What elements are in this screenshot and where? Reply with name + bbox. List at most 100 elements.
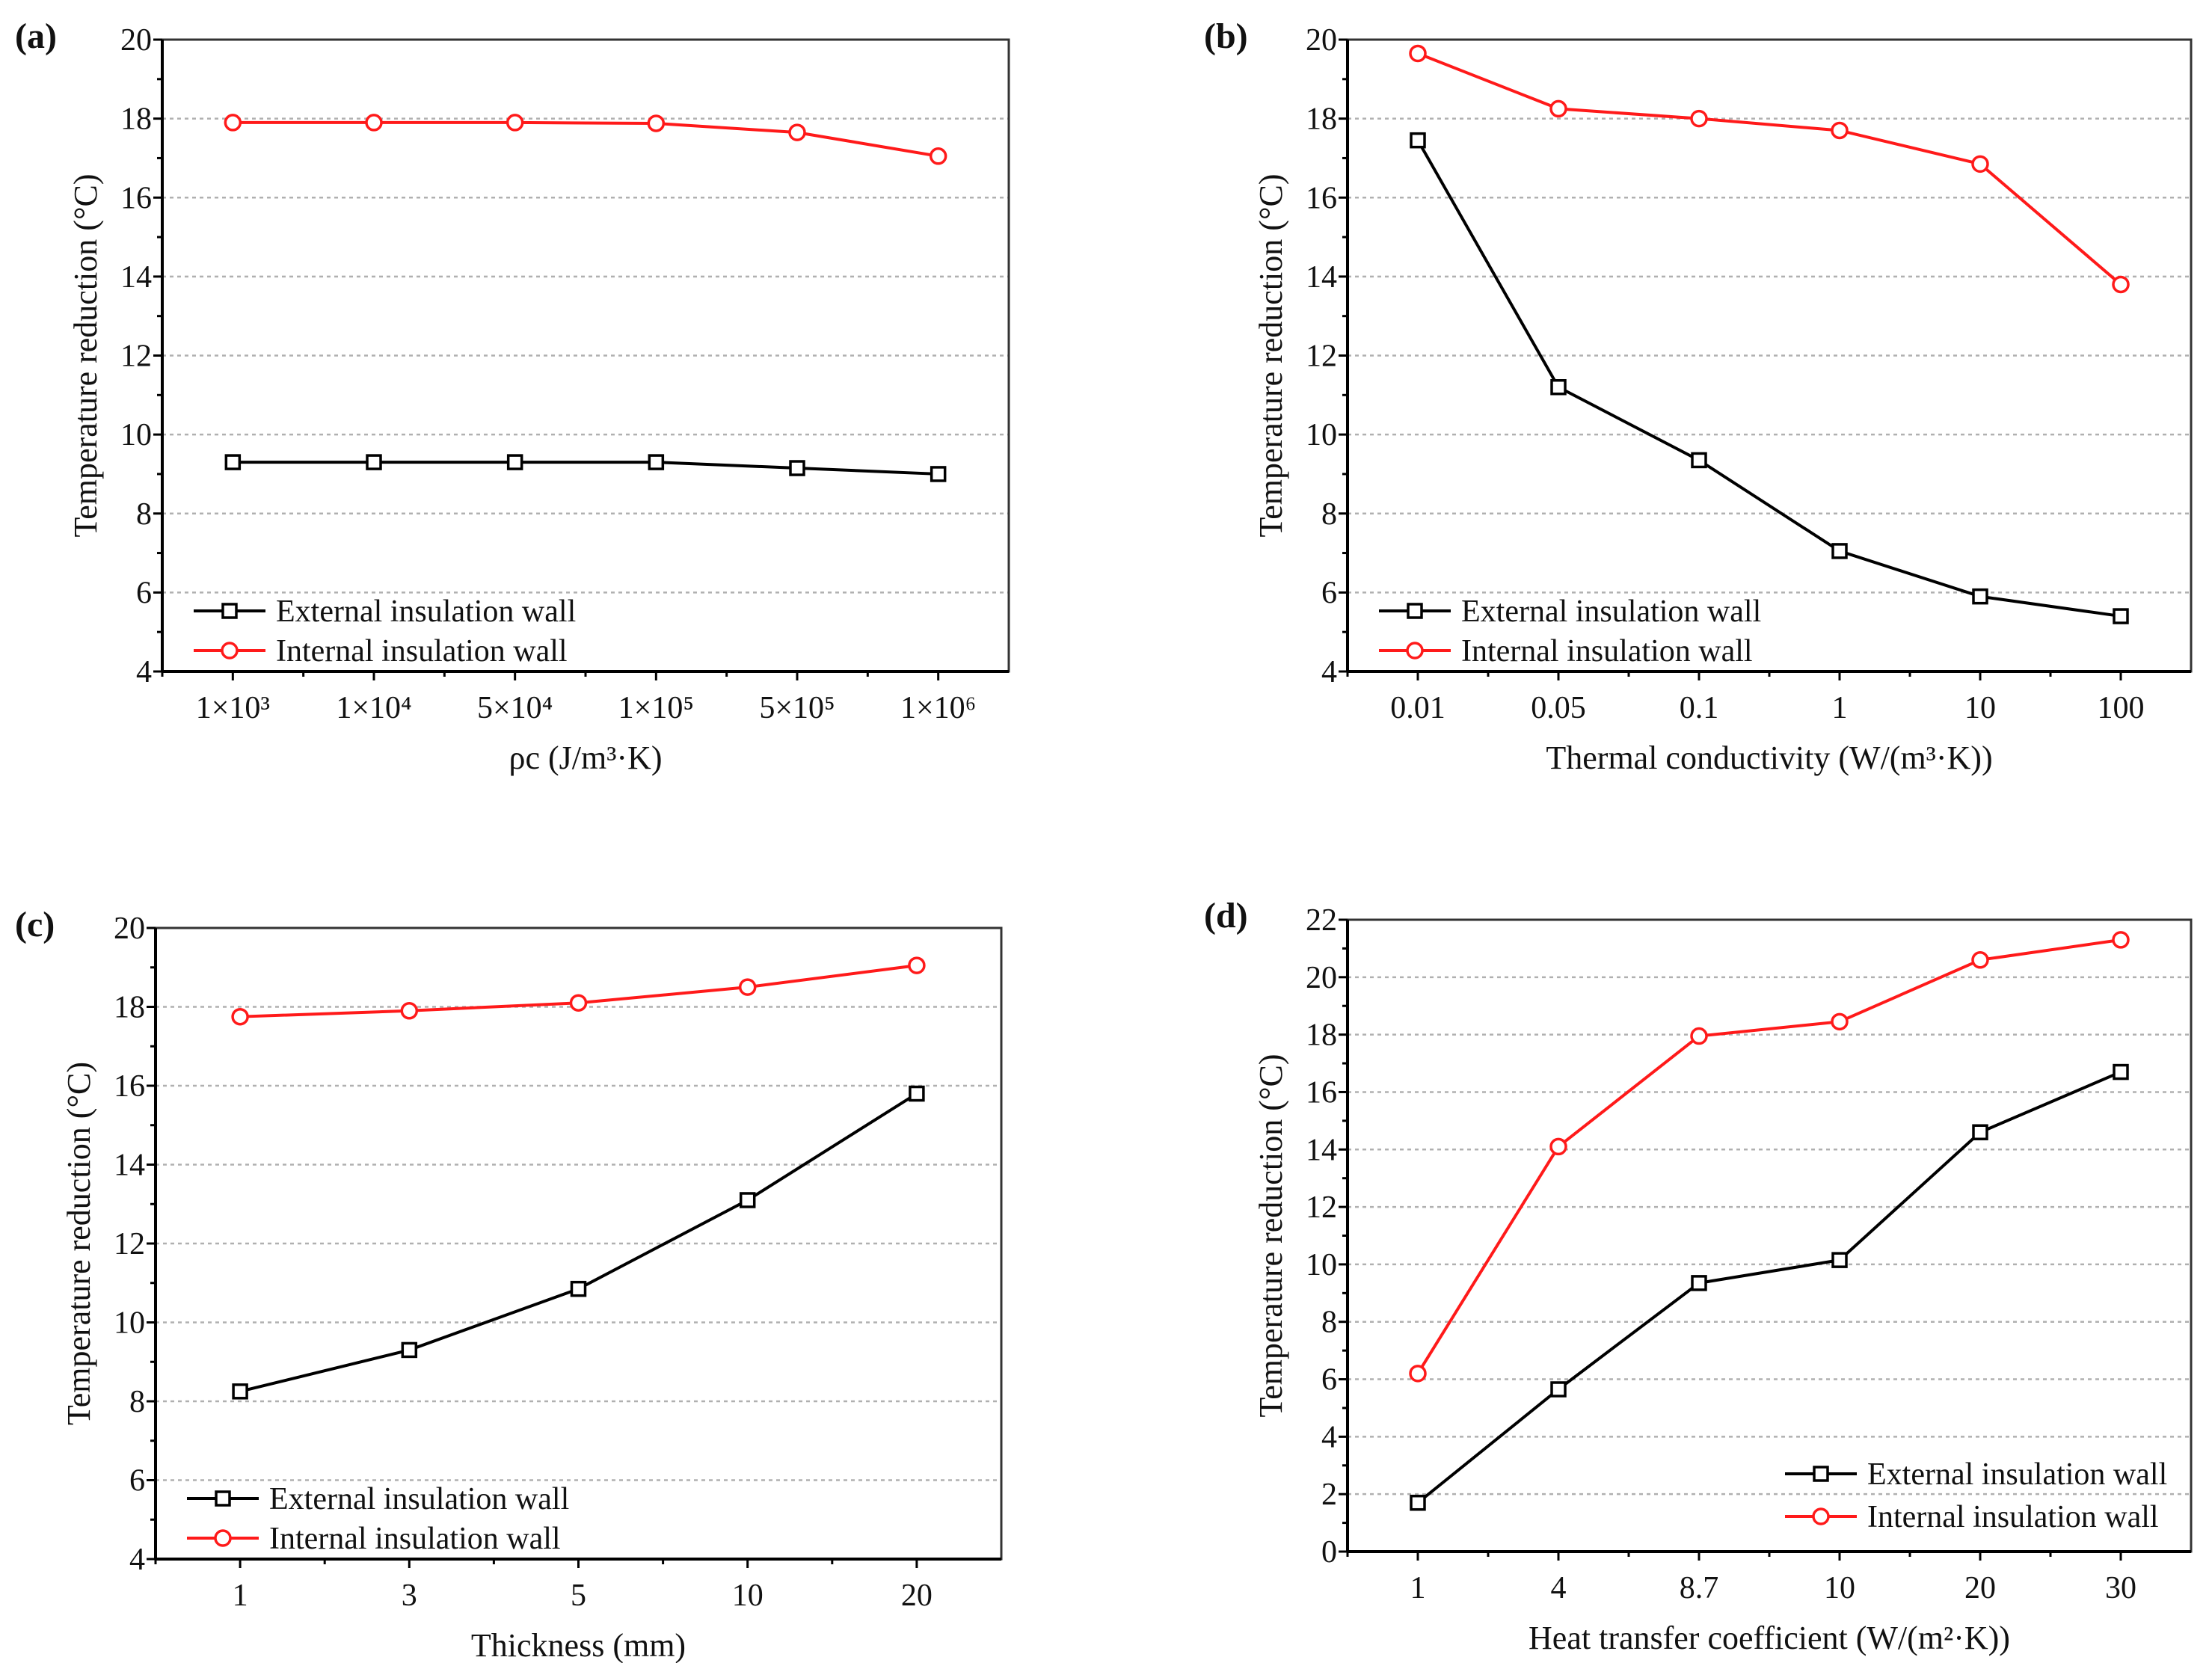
- legend-square-marker: [215, 1490, 231, 1507]
- y-tick-label: 16: [1306, 181, 1337, 215]
- data-point-circle: [224, 114, 242, 132]
- x-tick-label: 1×10⁶: [900, 691, 976, 725]
- y-tick-label: 22: [1306, 903, 1337, 938]
- data-point-circle: [1831, 121, 1849, 140]
- y-tick-label: 10: [1306, 418, 1337, 452]
- data-point-square: [232, 1383, 248, 1400]
- y-tick-label: 4: [1321, 655, 1337, 689]
- y-tick-label: 12: [120, 339, 152, 374]
- x-tick-label: 0.1: [1680, 691, 1719, 725]
- data-point-square: [224, 454, 242, 470]
- data-point-square: [1550, 379, 1567, 396]
- data-point-square: [570, 1280, 587, 1297]
- x-tick-label: 4: [1551, 1571, 1567, 1605]
- data-point-circle: [1409, 44, 1427, 63]
- legend-entry-internal: Internal insulation wall: [1379, 634, 1753, 668]
- y-tick-label: 4: [136, 655, 152, 689]
- y-tick-label: 8: [1321, 1306, 1337, 1340]
- data-point-circle: [929, 147, 947, 165]
- chart-panel-c: 4 6 8 10 12 14 16 18 20 1 3 5 10 20 Thickness (mm) Temp…: [15, 905, 1003, 1663]
- series-external: [1410, 132, 2129, 624]
- legend-label: External insulation wall: [1867, 1457, 2167, 1492]
- y-tick-label: 6: [1321, 1363, 1337, 1398]
- data-point-square: [1972, 1124, 1988, 1140]
- legend-label: Internal insulation wall: [1867, 1500, 2159, 1534]
- data-point-circle: [738, 978, 757, 996]
- data-point-square: [1972, 588, 1988, 605]
- y-tick-label: 16: [120, 181, 152, 215]
- data-point-square: [1831, 543, 1848, 559]
- y-tick-label: 10: [1306, 1248, 1337, 1282]
- y-tick-label: 18: [114, 991, 145, 1025]
- series-internal: [224, 114, 947, 165]
- data-point-square: [366, 454, 382, 470]
- data-point-circle: [231, 1007, 249, 1026]
- data-point-circle: [788, 123, 806, 141]
- y-tick-label: 6: [129, 1464, 145, 1498]
- data-point-circle: [2112, 275, 2130, 294]
- x-axis-label: Heat transfer coefficient (W/(m²·K)): [1529, 1620, 2010, 1656]
- data-point-square: [1831, 1252, 1848, 1268]
- y-tick-label: 4: [129, 1543, 145, 1577]
- y-tick-label: 6: [136, 576, 152, 610]
- x-tick-label: 0.01: [1390, 691, 1446, 725]
- legend-circle-marker: [221, 642, 239, 660]
- data-point-circle: [1409, 1365, 1427, 1383]
- x-tick-label: 10: [1824, 1571, 1855, 1605]
- data-point-circle: [506, 114, 524, 132]
- data-point-square: [1410, 132, 1426, 149]
- legend-label: Internal insulation wall: [1461, 634, 1753, 668]
- data-point-circle: [647, 114, 666, 132]
- data-point-circle: [1690, 109, 1708, 128]
- y-tick-label: 8: [1321, 497, 1337, 532]
- data-point-circle: [1831, 1012, 1849, 1031]
- data-point-square: [789, 460, 805, 476]
- series-line: [1416, 139, 2122, 618]
- x-tick-label: 10: [1964, 691, 1996, 725]
- legend-circle-marker: [214, 1529, 232, 1547]
- panel-label: (d): [1204, 896, 1248, 935]
- legend-label: External insulation wall: [1461, 594, 1761, 629]
- series-line: [233, 461, 938, 476]
- y-axis-label: Temperature reduction (°C): [67, 173, 104, 537]
- series-internal: [1409, 44, 2130, 294]
- data-point-square: [1550, 1381, 1567, 1398]
- series-external: [232, 1085, 925, 1400]
- series-internal: [1409, 931, 2130, 1383]
- y-tick-label: 14: [1306, 1133, 1337, 1167]
- data-point-square: [1691, 452, 1707, 469]
- y-tick-label: 18: [120, 102, 152, 137]
- data-point-square: [506, 454, 523, 470]
- data-point-square: [401, 1341, 418, 1359]
- y-tick-label: 16: [1306, 1075, 1337, 1110]
- legend-entry-internal: Internal insulation wall: [1785, 1500, 2159, 1534]
- legend-entry-external: External insulation wall: [1379, 594, 1761, 629]
- panel-label: (c): [15, 905, 55, 944]
- y-axis-label: Temperature reduction (°C): [1253, 173, 1289, 537]
- legend-entry-external: External insulation wall: [1785, 1457, 2167, 1492]
- x-tick-label: 5×10⁵: [759, 691, 835, 725]
- legend-label: External insulation wall: [269, 1482, 569, 1516]
- x-tick-label: 1×10³: [196, 691, 270, 725]
- panel-label: (b): [1204, 16, 1248, 56]
- data-point-square: [2113, 608, 2129, 624]
- x-tick-label: 1: [233, 1579, 248, 1613]
- x-tick-label: 100: [2098, 691, 2145, 725]
- y-tick-label: 0: [1321, 1535, 1337, 1570]
- series-external: [224, 454, 947, 482]
- x-tick-label: 20: [901, 1579, 933, 1613]
- series-line: [233, 120, 938, 158]
- data-point-circle: [365, 114, 383, 132]
- series-line: [1417, 52, 2122, 286]
- data-point-circle: [1549, 99, 1567, 118]
- y-tick-label: 18: [1306, 1018, 1337, 1053]
- panel-label: (a): [15, 16, 57, 56]
- data-point-square: [1410, 1494, 1426, 1511]
- data-point-square: [1691, 1275, 1707, 1291]
- x-tick-label: 10: [732, 1579, 764, 1613]
- x-axis-label: Thermal conductivity (W/(m³·K)): [1546, 740, 1992, 776]
- y-tick-label: 20: [1306, 961, 1337, 995]
- y-axis-label: Temperature reduction (°C): [61, 1062, 97, 1425]
